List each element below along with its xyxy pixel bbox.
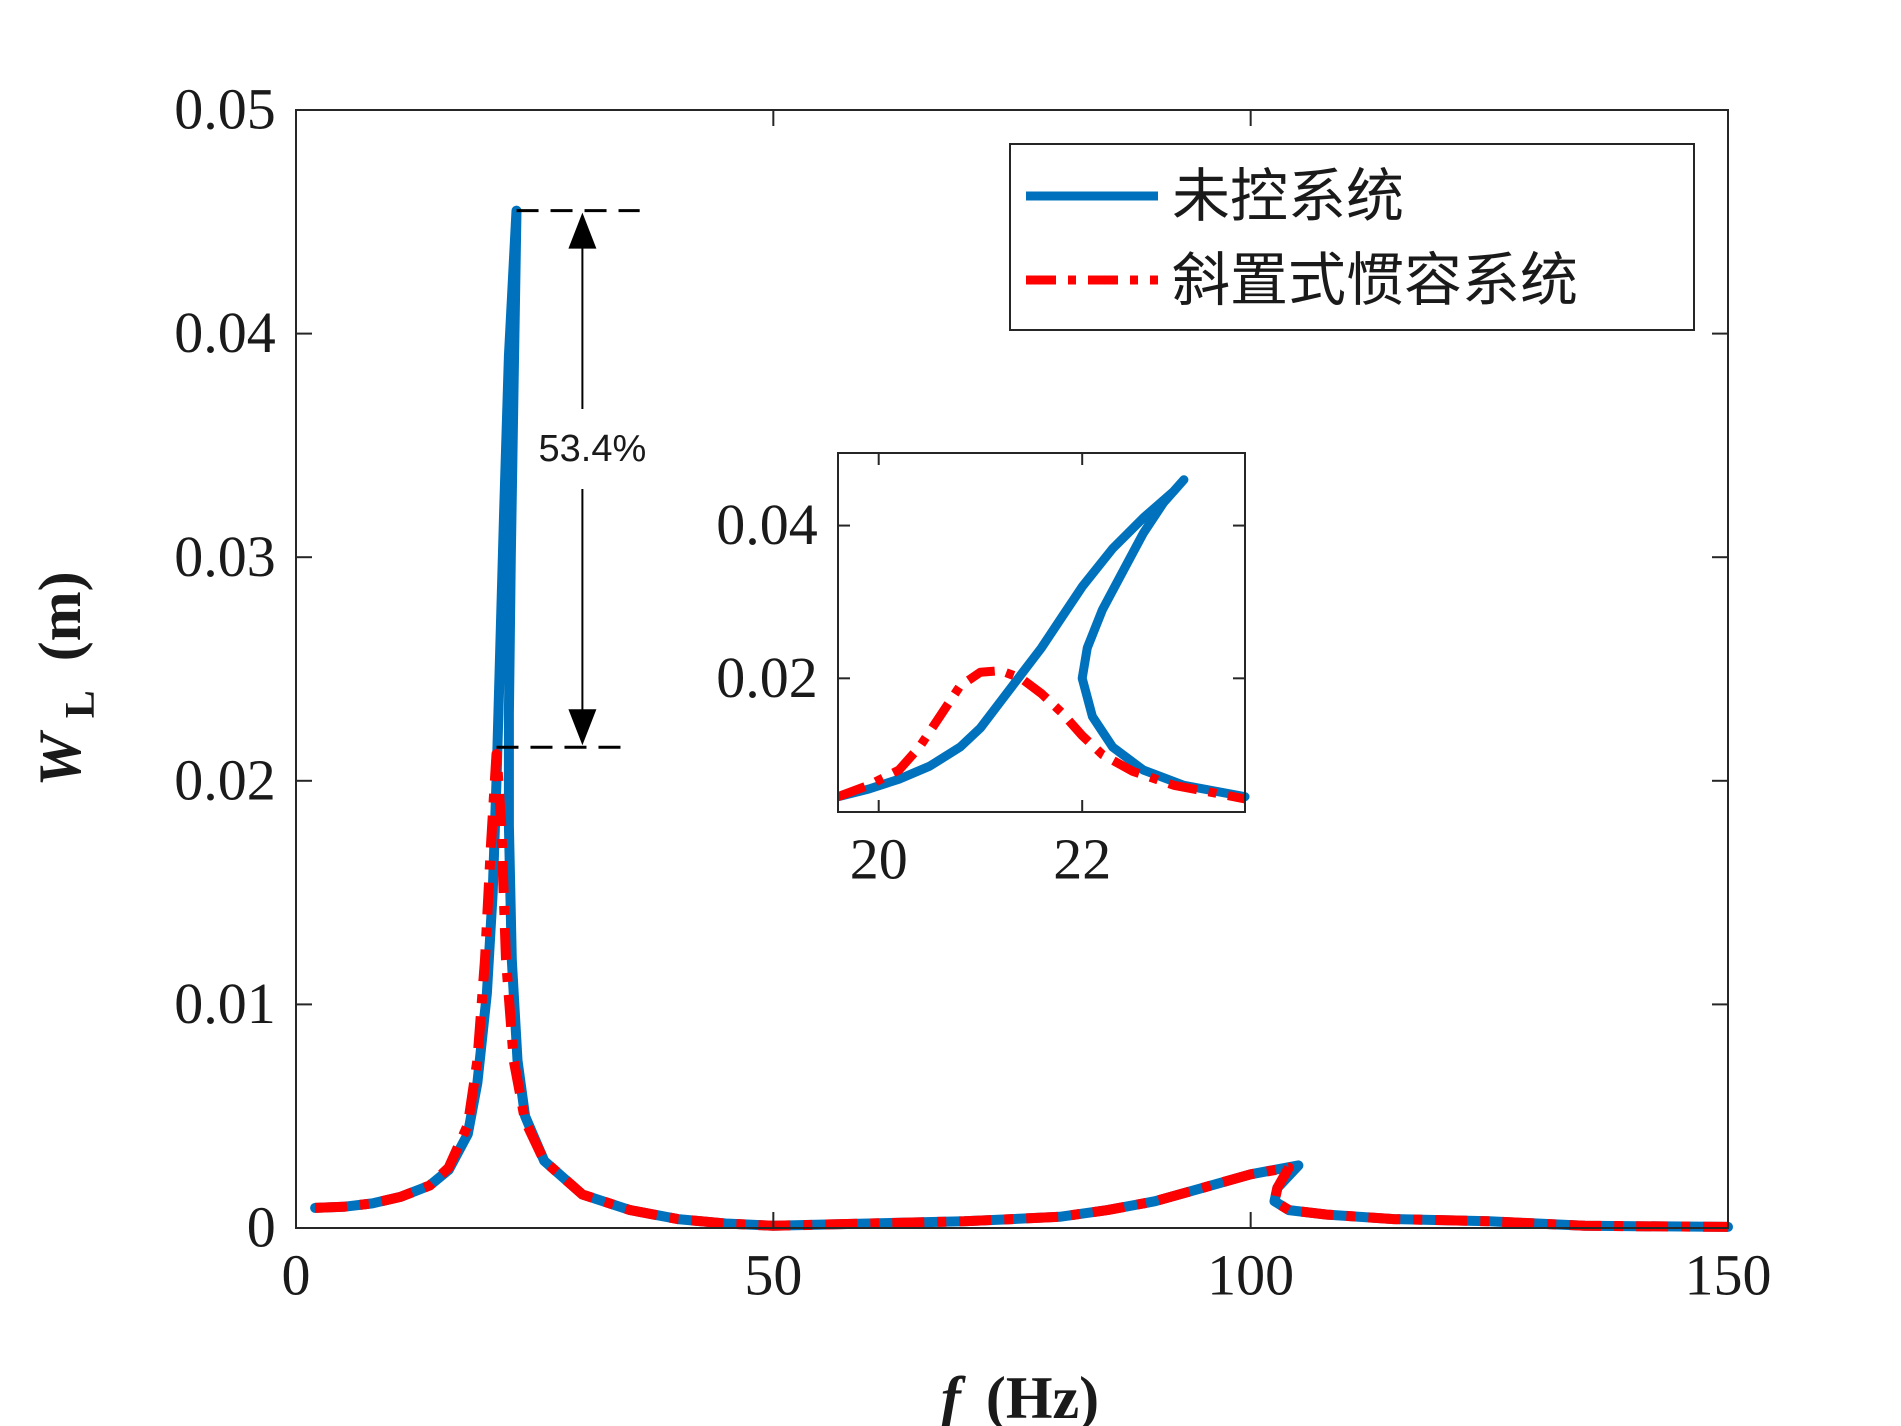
inset-axis-ticks: 20 22 0.02 0.04 — [716, 453, 1245, 892]
inset-x-tick-label: 22 — [1053, 827, 1111, 892]
inset-plot: 20 22 0.02 0.04 — [716, 452, 1250, 892]
main-plot: 53.4% 0 50 100 150 0 0.01 0.02 0.03 0.04 0.05 — [174, 77, 1771, 1308]
main-y-tick-label: 0.05 — [174, 77, 276, 142]
legend-box — [1009, 143, 1695, 331]
main-plot-frame — [295, 109, 1729, 1229]
main-series-layer — [310, 205, 1733, 1232]
inset-series-uncontrolled — [838, 475, 1250, 802]
y-axis-label: W L (m) — [27, 571, 107, 786]
main-x-tick-label: 100 — [1207, 1243, 1294, 1308]
main-x-tick-label: 0 — [282, 1243, 311, 1308]
inset-series-inerter — [838, 666, 1246, 804]
main-y-tick-label: 0.02 — [174, 747, 276, 812]
y-axis-unit: (m) — [27, 571, 93, 661]
main-x-tick-label: 150 — [1685, 1243, 1772, 1308]
annotation-arrow-head-up — [568, 212, 597, 249]
inset-y-tick-label: 0.02 — [716, 645, 818, 710]
main-y-tick-label: 0.01 — [174, 971, 276, 1036]
main-x-tick-label: 50 — [744, 1243, 802, 1308]
main-series-inerter — [314, 749, 1729, 1232]
main-y-tick-label: 0.03 — [174, 524, 276, 589]
legend-label-inerter: 斜置式惯容系统 — [1172, 248, 1578, 313]
inset-plot-frame — [837, 452, 1246, 813]
main-axis-ticks: 0 50 100 150 0 0.01 0.02 0.03 0.04 0.05 — [174, 77, 1771, 1308]
x-axis-label: f (Hz) — [941, 1365, 1099, 1426]
inset-background — [838, 453, 1245, 812]
main-y-tick-label: 0.04 — [174, 300, 276, 365]
y-axis-variable: W — [27, 730, 93, 787]
main-y-tick-label: 0 — [247, 1195, 276, 1260]
x-axis-variable: f — [941, 1365, 966, 1426]
inset-x-tick-label: 20 — [850, 827, 908, 892]
annotation-arrow-head-down — [568, 709, 597, 746]
inset-series-layer — [838, 475, 1250, 804]
inset-y-tick-label: 0.04 — [716, 492, 818, 557]
annotation-label: 53.4% — [539, 428, 647, 470]
legend-label-uncontrolled: 未控系统 — [1172, 164, 1404, 229]
peak-reduction-annotation: 53.4% — [496, 209, 647, 749]
x-axis-unit: (Hz) — [986, 1365, 1099, 1426]
y-axis-subscript: L — [58, 690, 104, 718]
legend: 未控系统 斜置式惯容系统 — [1009, 143, 1695, 331]
